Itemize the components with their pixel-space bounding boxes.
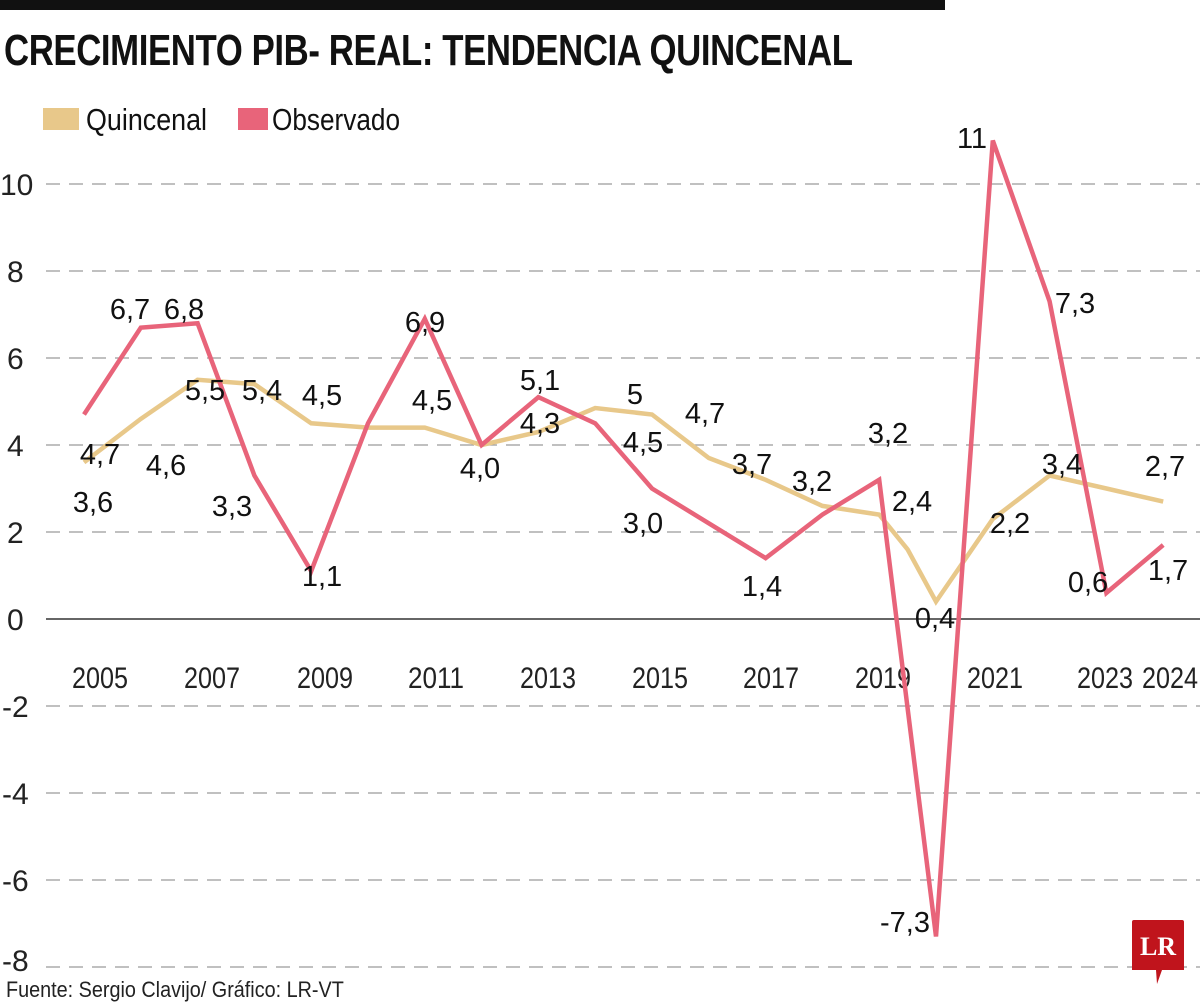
data-label-observado: 4,5 [623,427,663,459]
data-label-quincenal: 2,7 [1145,451,1185,483]
y-tick-label: 4 [7,430,24,463]
x-tick-label: 2015 [632,662,688,695]
data-label-observado: 1,4 [742,571,782,603]
x-tick-label: 2005 [72,662,128,695]
data-label-observado: 1,7 [1148,555,1188,587]
data-label-quincenal: 3,4 [1042,449,1082,481]
y-tick-label: 8 [7,256,24,289]
y-tick-label: -8 [2,945,29,978]
data-label-observado: 3,2 [868,418,908,450]
data-label-quincenal: 4,5 [302,380,342,412]
source-note: Fuente: Sergio Clavijo/ Gráfico: LR-VT [6,979,344,1000]
y-tick-label: -2 [2,691,29,724]
y-axis-ticks: 10 8 6 4 2 0 -2 -4 -6 -8 [0,169,33,978]
lr-logo: LR [1132,920,1184,984]
x-tick-label: 2023 [1077,662,1133,695]
x-tick-label: 2013 [520,662,576,695]
data-label-observado: 4,7 [80,439,120,471]
data-label-quincenal: 5 [627,379,643,411]
data-label-quincenal: 4,7 [685,398,725,430]
gridlines [46,184,1200,967]
data-label-quincenal: 3,6 [73,487,113,519]
data-label-observado: 11 [957,123,987,155]
data-label-observado: 3,0 [623,508,663,540]
data-label-quincenal: 5,4 [242,375,282,407]
data-label-observado: 6,7 [110,294,150,326]
data-label-observado: 5,1 [520,365,560,397]
data-label-observado: 7,3 [1055,288,1095,320]
data-label-quincenal: 3,2 [792,466,832,498]
data-label-observado: 4,0 [460,453,500,485]
data-label-observado: 0,6 [1068,567,1108,599]
y-tick-label: -6 [2,865,29,898]
data-label-observado: 6,8 [164,294,204,326]
legend-label-observado: Observado [272,102,400,137]
x-tick-label: 2024 [1142,662,1198,695]
data-label-quincenal: 2,2 [990,508,1030,540]
x-tick-label: 2017 [743,662,799,695]
legend: Quincenal Observado [43,102,400,137]
y-tick-label: 2 [7,517,24,550]
legend-label-quincenal: Quincenal [86,102,207,137]
y-tick-label: 6 [7,343,24,376]
data-label-quincenal: 4,3 [520,408,560,440]
svg-text:LR: LR [1140,932,1176,961]
data-label-observado: 6,9 [405,307,445,339]
data-label-quincenal: 5,5 [185,375,225,407]
data-label-observado: 1,1 [302,561,342,593]
y-tick-label: 0 [7,604,24,637]
data-label-observado: 3,3 [212,491,252,523]
x-tick-label: 2011 [408,662,464,695]
data-label-quincenal: 3,7 [732,449,772,481]
legend-swatch-quincenal [43,108,79,130]
y-tick-label: 10 [0,169,33,202]
x-tick-label: 2009 [297,662,353,695]
x-tick-label: 2021 [967,662,1023,695]
legend-swatch-observado [238,108,268,130]
data-label-observado: -7,3 [880,907,930,939]
data-label-quincenal: 0,4 [915,603,955,635]
data-label-quincenal: 4,6 [146,450,186,482]
y-tick-label: -4 [2,778,29,811]
x-tick-label: 2007 [184,662,240,695]
data-label-quincenal: 2,4 [892,486,932,518]
data-label-observado: 4,5 [412,385,452,417]
